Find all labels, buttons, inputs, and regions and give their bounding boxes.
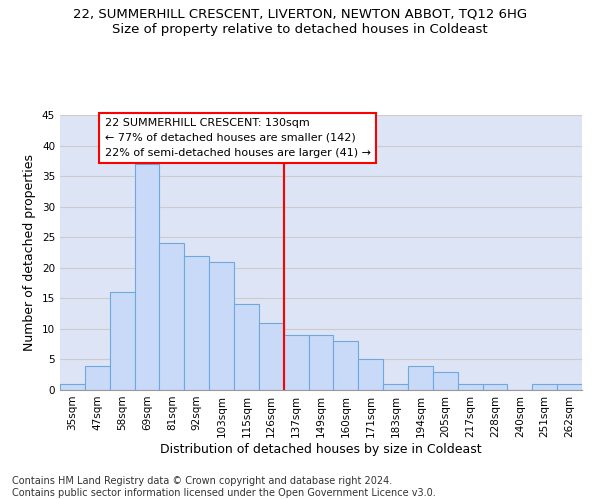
Bar [284,335,308,390]
Text: 22, SUMMERHILL CRESCENT, LIVERTON, NEWTON ABBOT, TQ12 6HG: 22, SUMMERHILL CRESCENT, LIVERTON, NEWTO… [73,8,527,20]
Text: 22 SUMMERHILL CRESCENT: 130sqm
← 77% of detached houses are smaller (142)
22% of: 22 SUMMERHILL CRESCENT: 130sqm ← 77% of … [105,118,371,158]
Bar [110,292,134,390]
Bar [308,335,334,390]
X-axis label: Distribution of detached houses by size in Coldeast: Distribution of detached houses by size … [160,442,482,456]
Text: Size of property relative to detached houses in Coldeast: Size of property relative to detached ho… [112,22,488,36]
Bar [532,384,557,390]
Bar [60,384,85,390]
Bar [184,256,209,390]
Bar [557,384,582,390]
Bar [383,384,408,390]
Bar [134,164,160,390]
Bar [358,360,383,390]
Bar [160,244,184,390]
Bar [408,366,433,390]
Bar [482,384,508,390]
Bar [234,304,259,390]
Bar [85,366,110,390]
Bar [259,323,284,390]
Bar [209,262,234,390]
Bar [458,384,482,390]
Text: Contains HM Land Registry data © Crown copyright and database right 2024.
Contai: Contains HM Land Registry data © Crown c… [12,476,436,498]
Y-axis label: Number of detached properties: Number of detached properties [23,154,37,351]
Bar [433,372,458,390]
Bar [334,341,358,390]
